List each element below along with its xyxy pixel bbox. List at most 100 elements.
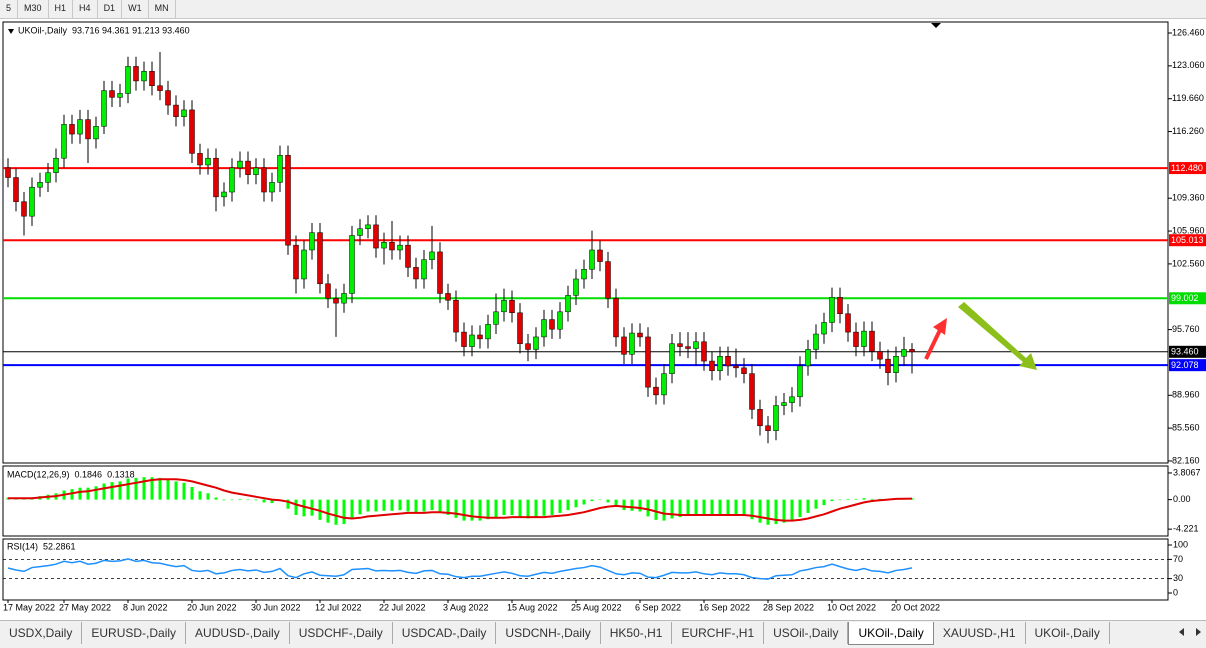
candle-body: [749, 373, 755, 410]
chart-tab[interactable]: EURUSD-,Daily: [82, 622, 187, 644]
x-tick-label: 28 Sep 2022: [763, 602, 814, 612]
ohlc-info: 93.716 94.361 91.213 93.460: [72, 25, 190, 35]
x-tick-label: 25 Aug 2022: [571, 602, 622, 612]
macd-bar: [454, 499, 458, 518]
x-tick-label: 8 Jun 2022: [123, 602, 168, 612]
candle-body: [309, 232, 315, 251]
green-arrow: [958, 302, 1037, 370]
candle-body: [133, 66, 139, 82]
candle-body: [213, 157, 219, 198]
price-level-label: 112.480: [1171, 163, 1203, 173]
macd-bar: [526, 499, 530, 519]
macd-bar: [862, 498, 866, 500]
candle-body: [701, 341, 707, 362]
tab-scroll[interactable]: [1176, 626, 1206, 638]
macd-bar: [478, 499, 482, 521]
macd-bar: [422, 499, 426, 512]
candle-body: [101, 90, 107, 127]
candle-body: [853, 331, 859, 347]
macd-bar: [110, 482, 114, 500]
candle-body: [909, 349, 915, 353]
chart-tab[interactable]: UKOil-,Daily: [1026, 622, 1110, 644]
macd-bar: [238, 498, 242, 500]
macd-bar: [798, 499, 802, 518]
chart-tab[interactable]: UKOil-,Daily: [848, 622, 934, 645]
chart-tab[interactable]: USOil-,Daily: [764, 622, 849, 644]
price-level-tag: [1169, 292, 1206, 305]
chart-tab[interactable]: EURCHF-,H1: [672, 622, 765, 644]
timeframe-button[interactable]: W1: [122, 0, 149, 18]
candle-body: [125, 66, 131, 94]
candle-body: [717, 356, 723, 371]
macd-bar: [398, 499, 402, 511]
chart-tab[interactable]: USDCAD-,Daily: [393, 622, 497, 644]
candle-body: [725, 356, 731, 367]
macd-bar: [22, 498, 26, 500]
candle-body: [493, 311, 499, 325]
timeframe-button[interactable]: D1: [98, 0, 123, 18]
macd-bar: [606, 499, 610, 503]
y-tick-label: 109.360: [1172, 193, 1205, 203]
macd-bar: [814, 499, 818, 509]
chart-tab[interactable]: XAUUSD-,H1: [934, 622, 1026, 644]
candle-body: [93, 126, 99, 140]
chart-tab[interactable]: USDX,Daily: [0, 622, 83, 644]
candle-body: [333, 298, 339, 304]
candle-body: [205, 157, 211, 166]
y-tick-label: 30: [1173, 573, 1183, 583]
candle-body: [117, 93, 123, 98]
candle-body: [781, 402, 787, 406]
candle-body: [245, 160, 251, 175]
macd-bar: [310, 499, 314, 516]
y-tick-label: 126.460: [1172, 27, 1205, 37]
timeframe-button[interactable]: MN: [149, 0, 176, 18]
macd-bar: [286, 499, 290, 509]
macd-value: 0.1318: [107, 469, 135, 479]
candle-body: [877, 351, 883, 360]
candle-body: [317, 232, 323, 285]
y-tick-label: 116.260: [1172, 126, 1204, 136]
candle-body: [269, 182, 275, 193]
macd-bar: [662, 499, 666, 521]
macd-bar: [782, 499, 786, 523]
chart-tab[interactable]: USDCNH-,Daily: [496, 622, 601, 644]
macd-bar: [254, 499, 258, 501]
candle-body: [837, 297, 843, 314]
candle-body: [605, 261, 611, 299]
timeframe-button[interactable]: H1: [49, 0, 74, 18]
chart-tab[interactable]: AUDUSD-,Daily: [186, 622, 290, 644]
macd-bar: [542, 499, 546, 516]
macd-bar: [870, 498, 874, 500]
macd-bar: [78, 487, 82, 500]
candle-body: [797, 365, 803, 398]
candle-body: [461, 331, 467, 347]
macd-signal: [8, 478, 913, 522]
chart-tab[interactable]: USDCHF-,Daily: [290, 622, 393, 644]
x-tick-label: 15 Aug 2022: [507, 602, 558, 612]
macd-bar: [502, 499, 506, 515]
candle-body: [901, 349, 907, 357]
candle-body: [37, 182, 43, 188]
macd-bar: [846, 498, 850, 500]
timeframe-button[interactable]: 5: [0, 0, 19, 18]
candle-body: [565, 295, 571, 313]
chart-tab[interactable]: HK50-,H1: [601, 622, 673, 644]
macd-bar: [598, 499, 602, 501]
y-tick-label: 0.00: [1173, 494, 1191, 504]
timeframe-button[interactable]: H4: [73, 0, 98, 18]
macd-bar: [94, 486, 98, 500]
candle-body: [741, 367, 747, 374]
timeframe-button[interactable]: M30: [18, 0, 49, 18]
x-tick-label: 6 Sep 2022: [635, 602, 681, 612]
candle-body: [501, 299, 507, 313]
x-tick-label: 17 May 2022: [3, 602, 55, 612]
x-tick-label: 16 Sep 2022: [699, 602, 750, 612]
candle-body: [381, 242, 387, 249]
candle-body: [229, 167, 235, 193]
macd-bar: [574, 499, 578, 508]
macd-bar: [430, 499, 434, 511]
candle-body: [157, 85, 163, 91]
candle-body: [709, 360, 715, 371]
candle-body: [677, 343, 683, 347]
rsi-title: RSI(14): [7, 541, 38, 551]
